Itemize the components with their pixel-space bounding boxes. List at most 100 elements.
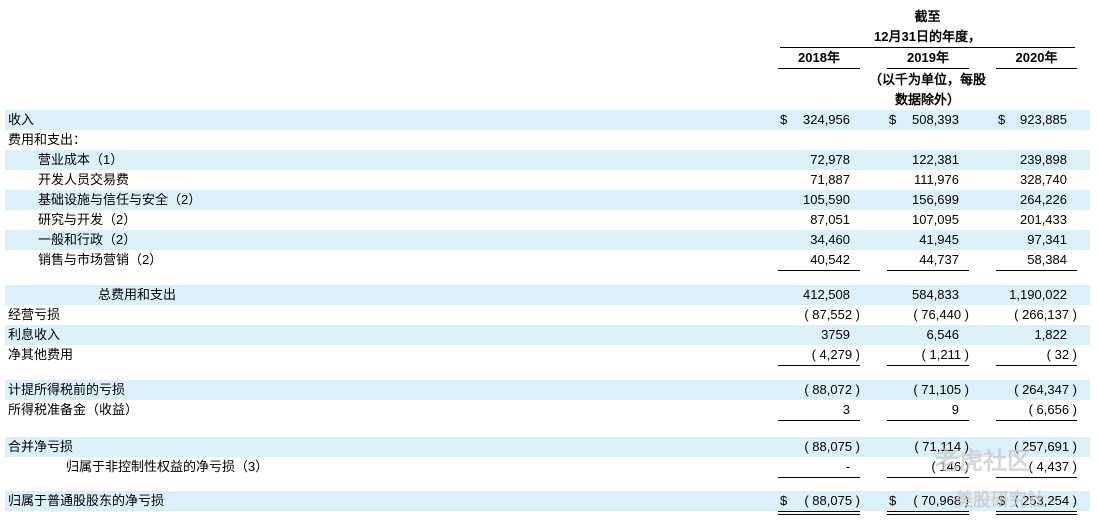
underline xyxy=(778,420,860,421)
cell-value: 87,051 xyxy=(810,212,850,227)
cell-value: ( 76,440 ) xyxy=(913,307,969,322)
row-label: 营业成本（1） xyxy=(38,152,124,167)
cell-value: 1,822 xyxy=(1034,327,1067,342)
row-band xyxy=(5,150,1090,170)
underline xyxy=(887,420,969,421)
cell-value: 97,341 xyxy=(1027,232,1067,247)
underline xyxy=(996,477,1077,478)
row-label: 合并净亏损 xyxy=(8,439,74,454)
cell-value: 3759 xyxy=(821,327,850,342)
cell-value: 44,737 xyxy=(919,252,959,267)
cell-value: ( 4,437 ) xyxy=(1028,459,1077,474)
header-line1: 截至 xyxy=(914,9,941,24)
row-label: 净其他费用 xyxy=(8,347,74,362)
underline xyxy=(778,511,860,512)
cell-value: 156,699 xyxy=(912,192,959,207)
cell-value: ( 88,075 ) xyxy=(804,439,860,454)
currency: $ xyxy=(780,493,788,508)
currency: $ xyxy=(998,493,1006,508)
row-label: 一般和行政（2） xyxy=(38,232,137,247)
row-band xyxy=(5,230,1090,250)
cell-value: 201,433 xyxy=(1020,212,1067,227)
underline xyxy=(887,477,969,478)
cell-value: 3 xyxy=(842,402,850,417)
cell-value: 328,740 xyxy=(1020,172,1067,187)
underline xyxy=(887,270,969,271)
cell-value: ( 32 ) xyxy=(1046,347,1077,362)
cell-value: 58,384 xyxy=(1027,252,1067,267)
underline xyxy=(996,270,1077,271)
row-band xyxy=(5,325,1090,345)
row-band xyxy=(5,491,1090,511)
underline xyxy=(996,514,1077,515)
row-label: 计提所得税前的亏损 xyxy=(8,382,126,397)
row-label: 开发人员交易费 xyxy=(38,172,130,187)
cell-value: - xyxy=(845,459,850,474)
cell-value: ( 264,347 ) xyxy=(1014,382,1077,397)
year-rule xyxy=(887,68,969,69)
cell-value: 923,885 xyxy=(1020,112,1067,127)
year-header: 2018年 xyxy=(798,50,840,65)
year-header: 2020年 xyxy=(1015,50,1058,65)
cell-value: 239,898 xyxy=(1020,152,1067,167)
cell-value: ( 253,254 ) xyxy=(1014,493,1077,508)
cell-value: 40,542 xyxy=(810,252,850,267)
cell-value: ( 266,137 ) xyxy=(1014,307,1077,322)
cell-value: 105,590 xyxy=(803,192,850,207)
currency: $ xyxy=(998,112,1006,127)
watermark: 老虎社区 xyxy=(935,448,1031,475)
cell-value: 72,978 xyxy=(810,152,850,167)
currency: $ xyxy=(889,493,897,508)
row-label: 费用和支出： xyxy=(8,132,87,147)
underline xyxy=(778,514,860,515)
underline xyxy=(778,477,860,478)
cell-value: 508,393 xyxy=(912,112,959,127)
header-note2: 数据除外） xyxy=(894,92,960,107)
year-rule xyxy=(996,68,1077,69)
underline xyxy=(996,365,1077,366)
cell-value: 584,833 xyxy=(912,287,959,302)
row-label: 收入 xyxy=(8,112,35,127)
header-note1: （以千为单位，每股 xyxy=(868,72,986,87)
cell-value: 111,976 xyxy=(913,172,959,187)
cell-value: ( 146 ) xyxy=(931,459,969,474)
underline xyxy=(996,420,1077,421)
cell-value: 122,381 xyxy=(912,152,959,167)
cell-value: 71,887 xyxy=(810,172,850,187)
underline xyxy=(887,514,969,515)
cell-value: 324,956 xyxy=(803,112,850,127)
cell-value: ( 6,656 ) xyxy=(1028,402,1077,417)
cell-value: ( 71,105 ) xyxy=(913,382,969,397)
row-band xyxy=(5,190,1090,210)
cell-value: 107,095 xyxy=(912,212,959,227)
row-label: 总费用和支出 xyxy=(98,287,177,302)
header-line2: 12月31日的年度， xyxy=(874,29,981,44)
row-band xyxy=(5,437,1090,457)
row-label: 所得税准备金（收益） xyxy=(8,402,139,417)
row-label: 归属于非控制性权益的净亏损（3） xyxy=(66,459,269,474)
row-label: 销售与市场营销（2） xyxy=(38,252,163,267)
cell-value: 412,508 xyxy=(803,287,850,302)
row-label: 利息收入 xyxy=(8,327,61,342)
cell-value: ( 87,552 ) xyxy=(804,307,860,322)
row-label: 基础设施与信任与安全（2） xyxy=(38,192,202,207)
cell-value: 6,546 xyxy=(926,327,959,342)
year-header: 2019年 xyxy=(907,50,949,65)
underline xyxy=(887,365,969,366)
year-rule xyxy=(778,68,860,69)
cell-value: ( 4,279 ) xyxy=(811,347,860,362)
currency: $ xyxy=(780,112,788,127)
watermark: 美股研究社 xyxy=(955,490,1045,510)
cell-value: 1,190,022 xyxy=(1009,287,1067,302)
row-label: 归属于普通股股东的净亏损 xyxy=(8,493,165,508)
cell-value: 264,226 xyxy=(1020,192,1067,207)
cell-value: ( 88,072 ) xyxy=(804,382,860,397)
cell-value: ( 88,075 ) xyxy=(804,493,860,508)
cell-value: 41,945 xyxy=(919,232,959,247)
underline xyxy=(887,511,969,512)
header-rule xyxy=(780,47,1075,48)
row-label: 研究与开发（2） xyxy=(38,212,137,227)
cell-value: ( 257,691 ) xyxy=(1014,439,1077,454)
cell-value: ( 71,114 ) xyxy=(914,439,969,454)
currency: $ xyxy=(889,112,897,127)
